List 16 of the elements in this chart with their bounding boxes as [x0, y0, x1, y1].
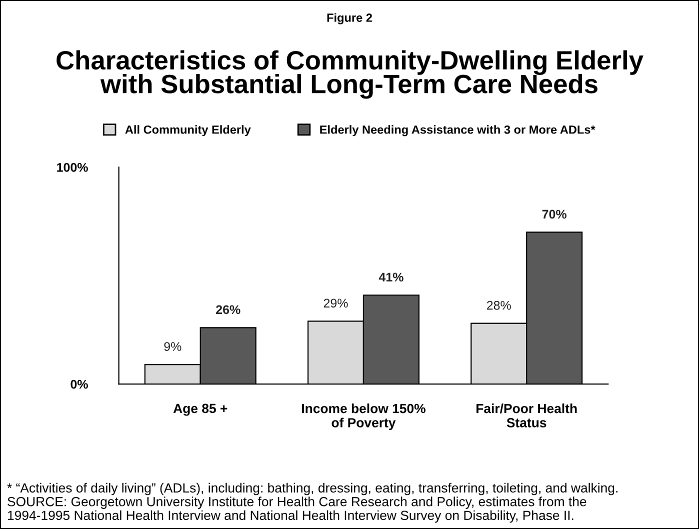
data-label: 41%: [378, 272, 404, 282]
caption: Figure 2: [327, 13, 372, 24]
data-label: 28%: [486, 300, 511, 310]
x-tick-label: Fair/Poor Health Status: [476, 404, 577, 428]
data-label: 29%: [324, 298, 348, 308]
data-label: 9%: [164, 342, 182, 351]
text: * “Activities of daily living” (ADLs), including: bathing, dressing, eating, transferring, toileting, and walking. SOURCE: Georgetown University Institute for Health Care Research and Policy, estimates from the 1994-1995 National Health Interview and National Health Interview Survey on Disability, Phase II.: [7, 482, 618, 523]
data-label: 26%: [216, 305, 240, 314]
y-tick-label: 100%: [57, 162, 88, 172]
y-tick-label: 0%: [70, 380, 88, 389]
chart-title: Characteristics of Community-Dwelling Elderly with Substantial Long-Term Care Needs: [56, 50, 644, 99]
x-tick-label: Income below 150% of Poverty: [302, 404, 426, 430]
legend-label: Elderly Needing Assistance with 3 or More ADLs*: [320, 125, 596, 136]
x-tick-label: Age 85 +: [173, 404, 228, 416]
legend-label: All Community Elderly: [125, 125, 251, 136]
data-label: 70%: [542, 210, 566, 219]
